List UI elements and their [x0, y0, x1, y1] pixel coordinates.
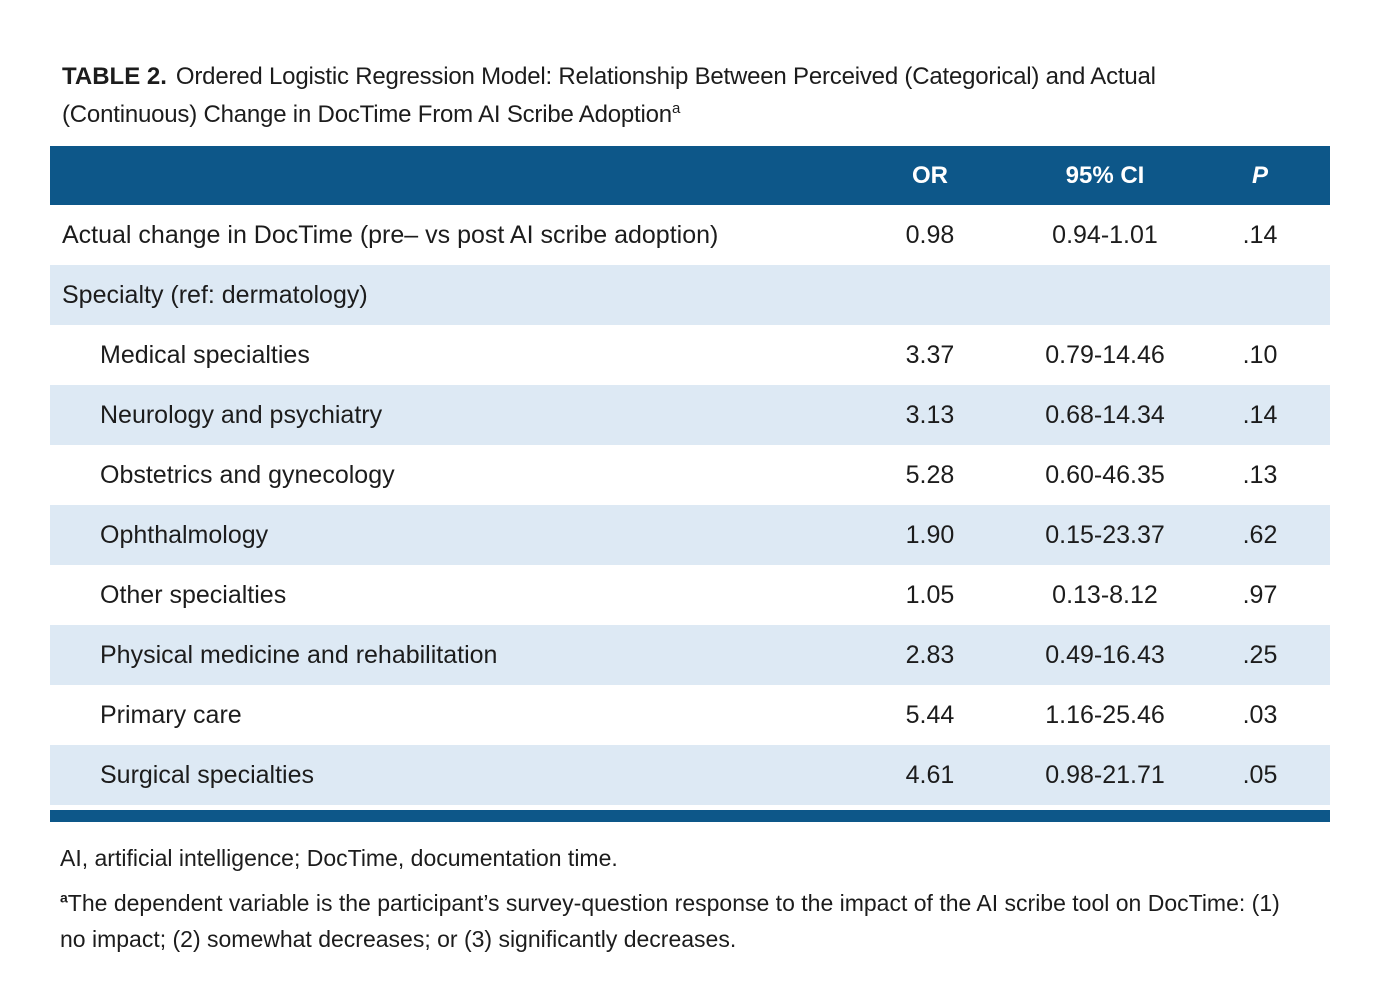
table-bottom-rule [50, 810, 1330, 822]
header-cell-or: OR [912, 161, 948, 189]
footnote-superscript: a [60, 889, 68, 906]
row-or: 3.37 [905, 340, 955, 369]
table-figure: TABLE 2. Ordered Logistic Regression Mode… [50, 58, 1330, 957]
row-label: Specialty (ref: dermatology) [62, 280, 368, 309]
table-title-label: TABLE 2. [62, 63, 167, 90]
row-ci: 0.60-46.35 [1045, 460, 1165, 489]
table-row: Primary care 5.44 1.16-25.46 .03 [50, 685, 1330, 745]
row-label: Neurology and psychiatry [100, 400, 383, 429]
row-label: Primary care [100, 700, 242, 729]
row-or: 1.90 [905, 520, 955, 549]
row-label: Surgical specialties [100, 760, 314, 789]
row-label: Other specialties [100, 580, 287, 609]
row-ci: 0.79-14.46 [1045, 340, 1165, 369]
row-p: .03 [1242, 700, 1278, 729]
row-label: Medical specialties [100, 340, 310, 369]
row-ci: 0.49-16.43 [1045, 640, 1165, 669]
table-row: Other specialties 1.05 0.13-8.12 .97 [50, 565, 1330, 625]
table-row: Physical medicine and rehabilitation 2.8… [50, 625, 1330, 685]
row-ci: 0.13-8.12 [1052, 580, 1158, 609]
footnote-note-text: The dependent variable is the participan… [60, 890, 1280, 952]
row-ci: 1.16-25.46 [1045, 700, 1165, 729]
row-p: .25 [1242, 640, 1278, 669]
row-p: .13 [1242, 460, 1278, 489]
row-ci: 0.98-21.71 [1045, 760, 1165, 789]
row-p: .14 [1242, 400, 1278, 429]
row-or: 5.28 [905, 460, 955, 489]
table-row: Ophthalmology 1.90 0.15-23.37 .62 [50, 505, 1330, 565]
row-or: 4.61 [905, 760, 955, 789]
footnotes: AI, artificial intelligence; DocTime, do… [50, 843, 1290, 957]
row-label: Ophthalmology [100, 520, 269, 549]
row-or: 5.44 [905, 700, 955, 729]
table-title: TABLE 2. Ordered Logistic Regression Mode… [50, 58, 1200, 134]
regression-table: OR 95% CI P Actual change in DocTime (pr… [50, 146, 1330, 805]
table-title-text: Ordered Logistic Regression Model: Relat… [62, 63, 1156, 128]
table-row: Neurology and psychiatry 3.13 0.68-14.34… [50, 385, 1330, 445]
row-p: .97 [1242, 580, 1278, 609]
footnote-abbreviations: AI, artificial intelligence; DocTime, do… [60, 845, 618, 871]
row-p: .05 [1242, 760, 1278, 789]
footnote-note: aThe dependent variable is the participa… [60, 885, 1290, 957]
table-row: Medical specialties 3.37 0.79-14.46 .10 [50, 325, 1330, 385]
row-ci: 0.94-1.01 [1052, 220, 1158, 249]
header-cell-ci: 95% CI [1065, 161, 1145, 189]
row-or: 1.05 [905, 580, 955, 609]
row-or: 0.98 [905, 220, 955, 249]
table-row: Specialty (ref: dermatology) [50, 265, 1330, 325]
row-p: .10 [1242, 340, 1278, 369]
table-body: Actual change in DocTime (pre– vs post A… [50, 205, 1330, 805]
row-ci: 0.68-14.34 [1045, 400, 1165, 429]
table-header-row: OR 95% CI P [50, 146, 1330, 205]
table-title-superscript: a [671, 100, 681, 117]
row-or: 2.83 [905, 640, 955, 669]
table-row: Surgical specialties 4.61 0.98-21.71 .05 [50, 745, 1330, 805]
row-label: Actual change in DocTime (pre– vs post A… [62, 220, 719, 249]
table-row: Obstetrics and gynecology 5.28 0.60-46.3… [50, 445, 1330, 505]
row-label: Obstetrics and gynecology [100, 460, 395, 489]
row-p: .62 [1242, 520, 1278, 549]
row-p: .14 [1242, 220, 1278, 249]
row-or: 3.13 [905, 400, 955, 429]
table-row: Actual change in DocTime (pre– vs post A… [50, 205, 1330, 265]
row-label: Physical medicine and rehabilitation [100, 640, 498, 669]
header-cell-p: P [1251, 161, 1268, 189]
row-ci: 0.15-23.37 [1045, 520, 1165, 549]
